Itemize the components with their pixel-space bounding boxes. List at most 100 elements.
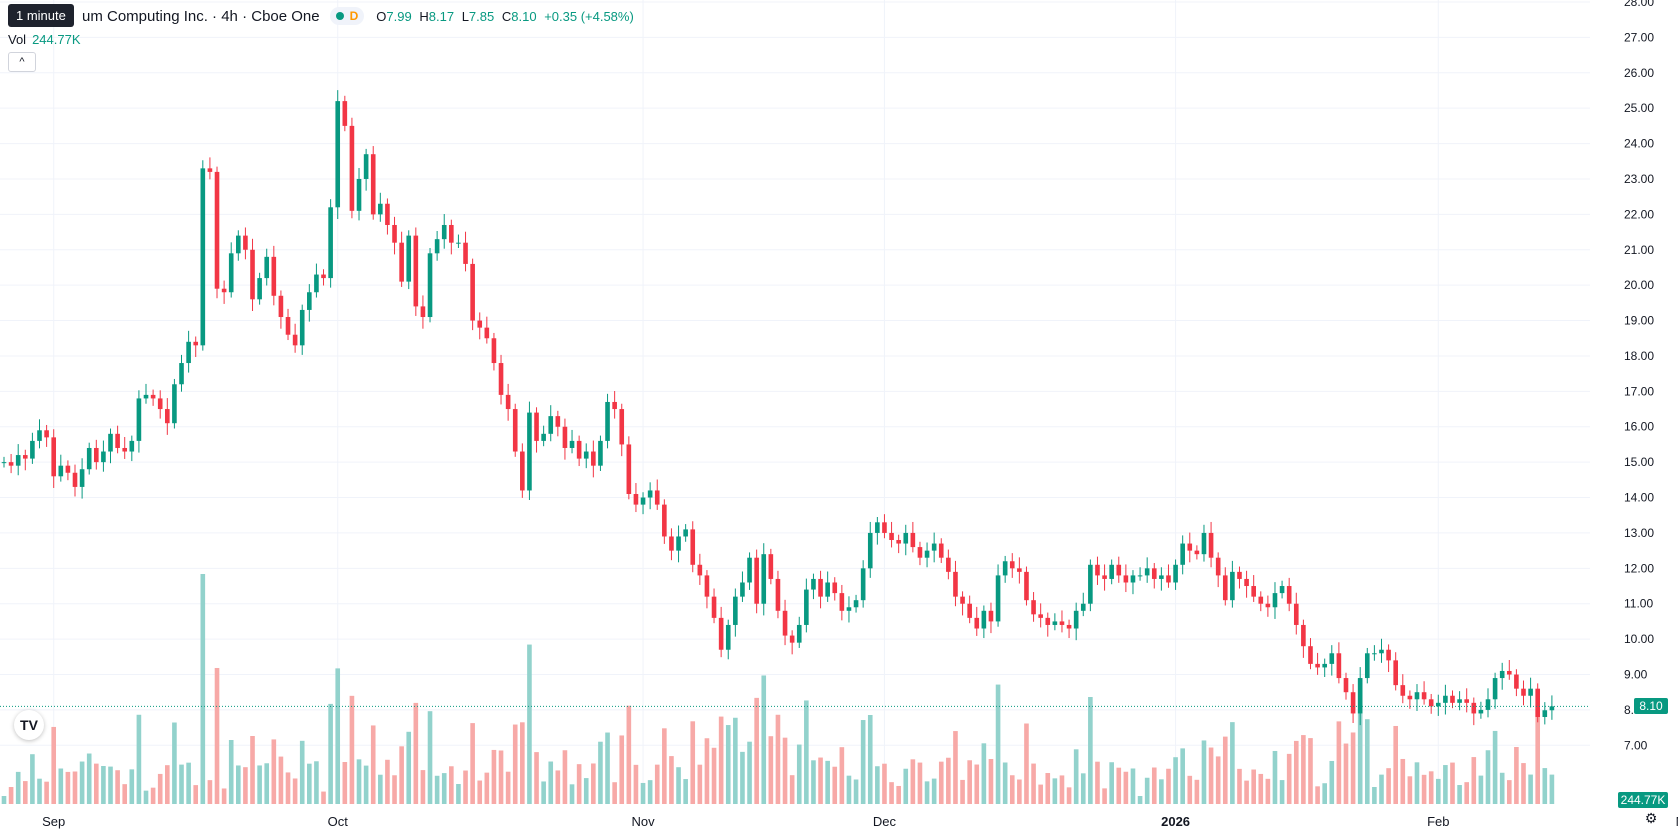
volume-bar — [505, 771, 511, 804]
volume-bar — [1329, 760, 1335, 804]
ohlc-values: O7.99 H8.17 L7.85 C8.10 +0.35 (+4.58%) — [372, 9, 634, 24]
candle-body — [342, 101, 348, 126]
candle — [108, 428, 113, 464]
candle-body — [1485, 699, 1491, 710]
volume-bar — [1293, 740, 1299, 804]
candle-body — [512, 409, 518, 452]
volume-bar — [108, 766, 113, 804]
candle — [1435, 694, 1441, 716]
candle-body — [356, 178, 362, 211]
candle-body — [1272, 593, 1278, 608]
candle — [143, 383, 149, 404]
candle-body — [1144, 568, 1150, 576]
market-status[interactable]: D — [329, 7, 365, 25]
volume-bar — [782, 737, 788, 804]
candle — [1514, 669, 1519, 697]
candle-body — [1315, 663, 1320, 668]
volume-bar — [768, 736, 774, 804]
candle — [960, 591, 965, 616]
candle-body — [619, 409, 625, 445]
candle — [825, 571, 830, 602]
candle — [1301, 619, 1306, 658]
volume-bar — [818, 757, 823, 804]
gear-icon[interactable]: ⚙ — [1644, 809, 1658, 826]
candle-body — [1514, 674, 1519, 689]
candle — [86, 442, 92, 475]
candle-body — [93, 447, 99, 463]
price-tick-label: 18.00 — [1624, 349, 1654, 363]
volume-bar — [1038, 784, 1043, 804]
candle — [754, 549, 759, 614]
volume-bar — [72, 771, 78, 804]
volume-bar — [953, 731, 958, 804]
candle-body — [51, 437, 57, 477]
volume-bar — [157, 773, 163, 804]
volume-bar — [1095, 761, 1100, 804]
candle — [1116, 556, 1122, 583]
volume-bar — [378, 774, 383, 804]
tradingview-logo-icon[interactable]: TV — [14, 710, 44, 740]
candle — [725, 619, 731, 660]
candle — [612, 390, 617, 419]
candle-body — [626, 444, 632, 494]
candle — [101, 440, 106, 472]
volume-bar — [825, 760, 830, 804]
candle-body — [527, 412, 532, 491]
candle — [1407, 690, 1413, 709]
volume-bar — [498, 750, 504, 804]
time-tick-label: Oct — [328, 814, 349, 829]
volume-bar — [243, 767, 248, 804]
volume-bar — [875, 766, 880, 804]
candle — [250, 238, 255, 312]
candle-body — [37, 430, 42, 441]
volume-bar — [150, 787, 156, 804]
volume-bar — [1443, 765, 1448, 804]
symbol-title[interactable]: um Computing Inc. · 4h · Cboe One — [82, 7, 320, 25]
candle-body — [456, 242, 461, 244]
candle — [484, 316, 490, 344]
candle — [974, 606, 980, 636]
candle — [640, 492, 646, 515]
candle — [22, 449, 28, 471]
price-tick-label: 13.00 — [1624, 526, 1654, 540]
volume-bar — [392, 775, 397, 804]
candle — [243, 227, 248, 260]
candle — [1024, 566, 1029, 606]
candle-body — [1443, 695, 1448, 703]
volume-bar — [335, 668, 341, 804]
high-value: 8.17 — [428, 8, 455, 24]
volume-bar — [228, 740, 234, 804]
candle-body — [292, 334, 298, 346]
price-tick-label: 15.00 — [1624, 455, 1654, 469]
candle — [619, 403, 625, 457]
candle — [1457, 691, 1462, 711]
volume-bar — [1457, 785, 1462, 804]
volume-bar — [370, 725, 376, 804]
candle-body — [1222, 575, 1228, 601]
candle — [1379, 638, 1384, 663]
collapse-legend-button[interactable]: ^ — [8, 52, 36, 72]
volume-bar — [1528, 774, 1533, 804]
candle-body — [917, 547, 923, 558]
candle — [1137, 567, 1143, 581]
volume-bar — [193, 785, 199, 804]
candle-body — [1215, 557, 1221, 576]
candle-body — [434, 239, 440, 254]
open-label: O — [376, 8, 387, 24]
candle-body — [1194, 550, 1200, 555]
candle-body — [1535, 688, 1541, 717]
volume-bar — [491, 749, 497, 804]
candle — [782, 599, 788, 646]
price-axis[interactable]: 7.008.009.0010.0011.0012.0013.0014.0015.… — [1624, 0, 1654, 752]
candle-body — [65, 465, 71, 473]
candle-body — [548, 416, 554, 434]
volume-bar — [399, 746, 404, 804]
volume-bar — [725, 725, 731, 804]
volume-bar — [1066, 787, 1072, 804]
candle-body — [718, 617, 724, 650]
volume-bar — [1350, 732, 1356, 804]
time-axis[interactable]: Sep Oct Nov Dec 2026 Feb Mar — [42, 814, 1678, 829]
candle — [1443, 684, 1448, 715]
price-tick-label: 19.00 — [1624, 314, 1654, 328]
